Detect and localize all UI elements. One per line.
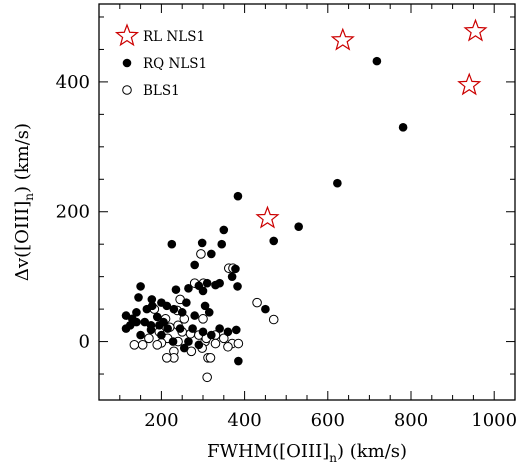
rq-nls1-point bbox=[147, 295, 157, 304]
x-tick-label: 400 bbox=[227, 410, 261, 431]
legend-marker bbox=[122, 58, 132, 68]
rq-nls1-point bbox=[136, 330, 145, 340]
bls1-point bbox=[162, 353, 172, 363]
rq-nls1-point bbox=[190, 260, 199, 270]
rq-nls1-point bbox=[134, 293, 143, 302]
rq-nls1-point bbox=[197, 238, 207, 248]
rl-nls1-point bbox=[255, 205, 280, 229]
rq-nls1-point bbox=[217, 239, 227, 249]
rq-nls1-point bbox=[233, 191, 243, 201]
bls1-point bbox=[202, 372, 212, 383]
x-tick-label: 800 bbox=[394, 410, 428, 431]
bls1-point bbox=[196, 249, 206, 259]
rq-nls1-point bbox=[194, 340, 204, 350]
bls1-point bbox=[152, 340, 163, 350]
rq-nls1-point bbox=[233, 282, 242, 291]
rq-nls1-point bbox=[219, 225, 229, 235]
rq-nls1-point bbox=[163, 324, 172, 333]
rq-nls1-point bbox=[211, 280, 220, 290]
bls1-point bbox=[137, 340, 148, 350]
rq-nls1-point bbox=[231, 325, 241, 335]
y-axis-label: Δv([OIII]n) (km/s) bbox=[12, 123, 36, 281]
legend-marker bbox=[122, 85, 132, 95]
y-tick-label: 0 bbox=[79, 332, 90, 353]
legend-label: RQ NLS1 bbox=[143, 56, 207, 72]
rq-nls1-point bbox=[171, 285, 181, 294]
rq-nls1-point bbox=[132, 308, 141, 317]
rq-nls1-point bbox=[136, 282, 145, 291]
rq-nls1-point bbox=[184, 337, 193, 346]
rq-nls1-point bbox=[175, 324, 185, 333]
y-axis-label-subscript: n bbox=[22, 193, 36, 201]
legend-item-bls1: BLS1 bbox=[122, 83, 180, 99]
bls1-point bbox=[198, 314, 208, 324]
bls1-point bbox=[144, 333, 154, 344]
rq-nls1-point bbox=[155, 321, 164, 330]
rq-nls1-point bbox=[223, 327, 233, 337]
legend-label: BLS1 bbox=[143, 83, 180, 99]
rq-nls1-point bbox=[269, 236, 279, 246]
rq-nls1-point bbox=[142, 304, 152, 314]
rq-nls1-point bbox=[207, 249, 216, 259]
rq-nls1-point bbox=[167, 239, 177, 249]
rq-nls1-point bbox=[261, 304, 270, 314]
rq-nls1-point bbox=[157, 330, 166, 340]
rq-nls1-point bbox=[204, 308, 214, 317]
rq-nls1-point bbox=[188, 324, 197, 333]
rq-nls1-point bbox=[177, 308, 187, 317]
rq-nls1-point bbox=[152, 312, 162, 322]
rq-nls1-point bbox=[234, 356, 243, 366]
legend-marker bbox=[114, 23, 140, 47]
rq-nls1-point bbox=[198, 327, 208, 337]
rq-nls1-point bbox=[179, 343, 189, 353]
rq-nls1-point bbox=[227, 272, 237, 281]
bls1-point bbox=[129, 340, 140, 350]
x-axis-label: FWHM([OIII]n) (km/s) bbox=[207, 441, 407, 465]
rq-nls1-point bbox=[207, 330, 216, 340]
x-tick-label: 600 bbox=[311, 410, 345, 431]
rq-nls1-point bbox=[169, 304, 179, 314]
rq-nls1-point bbox=[157, 298, 166, 307]
tick-labels: 200 400 600 800 1000 0 200 400 bbox=[56, 72, 517, 431]
y-tick-label: 200 bbox=[56, 202, 90, 223]
rq-nls1-point bbox=[231, 264, 240, 274]
axis-ticks bbox=[99, 4, 515, 400]
legend: RL NLS1 RQ NLS1 BLS1 bbox=[114, 23, 207, 99]
legend-label: RL NLS1 bbox=[143, 29, 205, 45]
rq-nls1-point bbox=[294, 222, 303, 231]
bls1-point bbox=[223, 341, 233, 352]
bls1-point bbox=[205, 353, 216, 363]
rq-nls1-point bbox=[202, 278, 212, 288]
rq-nls1-point bbox=[215, 324, 224, 333]
y-tick-label: 400 bbox=[56, 72, 90, 93]
rq-nls1-point bbox=[184, 284, 193, 293]
rq-nls1-point bbox=[182, 298, 191, 307]
x-axis-label-subscript: n bbox=[329, 451, 337, 465]
bls1-point bbox=[210, 338, 221, 349]
rq-nls1-point bbox=[372, 56, 382, 66]
x-tick-label: 1000 bbox=[471, 410, 517, 431]
bls1-point bbox=[268, 314, 279, 325]
rq-nls1-point bbox=[200, 301, 210, 311]
rq-nls1-point bbox=[333, 178, 342, 188]
bls1-point bbox=[252, 297, 262, 308]
rq-nls1-point bbox=[398, 123, 408, 132]
data-points bbox=[121, 18, 488, 383]
bls1-point bbox=[233, 338, 244, 349]
rq-nls1-point bbox=[146, 325, 156, 335]
rl-nls1-point bbox=[457, 72, 482, 96]
rq-nls1-point bbox=[198, 286, 208, 296]
rl-nls1-point bbox=[330, 27, 355, 51]
legend-item-rq-nls1: RQ NLS1 bbox=[122, 56, 207, 72]
rq-nls1-point bbox=[121, 324, 131, 333]
rl-nls1-point bbox=[463, 18, 488, 42]
rq-nls1-point bbox=[168, 337, 178, 346]
bls1-point bbox=[219, 333, 229, 344]
legend-item-rl-nls1: RL NLS1 bbox=[114, 23, 205, 47]
x-tick-label: 200 bbox=[144, 410, 178, 431]
rq-nls1-point bbox=[190, 311, 199, 320]
